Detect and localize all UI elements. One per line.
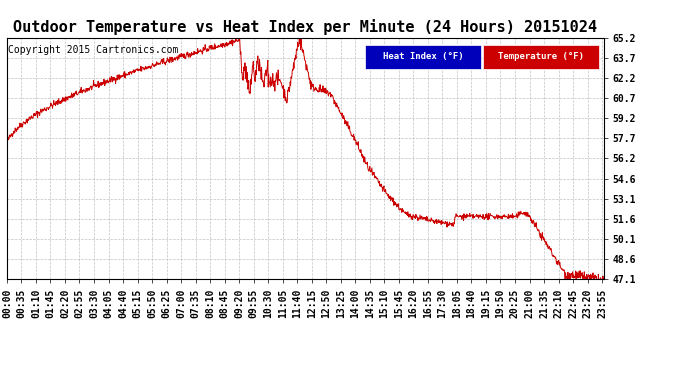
FancyBboxPatch shape <box>365 45 482 69</box>
Title: Outdoor Temperature vs Heat Index per Minute (24 Hours) 20151024: Outdoor Temperature vs Heat Index per Mi… <box>13 19 598 35</box>
Text: Temperature (°F): Temperature (°F) <box>497 53 584 62</box>
FancyBboxPatch shape <box>482 45 599 69</box>
Text: Copyright 2015 Cartronics.com: Copyright 2015 Cartronics.com <box>8 45 179 55</box>
Text: Heat Index (°F): Heat Index (°F) <box>383 53 464 62</box>
